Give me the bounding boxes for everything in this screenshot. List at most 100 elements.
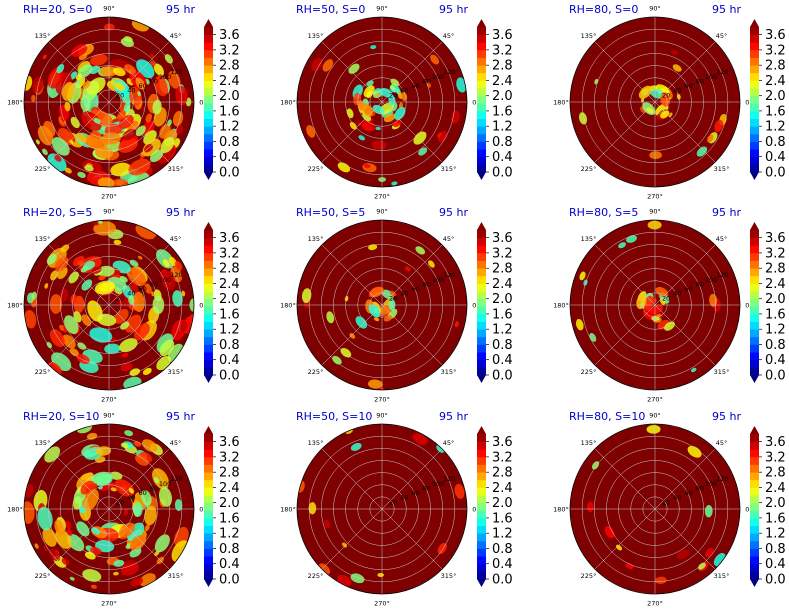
colorbar-segment	[204, 336, 213, 345]
colorbar-segment	[477, 517, 486, 526]
colorbar-segment	[204, 441, 213, 450]
colorbar-tick-label: 2.8	[219, 262, 240, 277]
colorbar-segment	[750, 103, 759, 112]
radial-tick-label: 20	[662, 498, 670, 506]
precip-cell	[390, 78, 400, 87]
precip-cell	[77, 171, 86, 178]
colorbar-extend-max	[477, 222, 486, 230]
colorbar-segment	[204, 245, 213, 254]
precip-cell	[153, 63, 164, 76]
precip-cell	[181, 290, 186, 297]
precip-cell	[626, 235, 637, 243]
angle-tick-label: 180°	[553, 99, 569, 107]
precip-cell	[174, 499, 183, 512]
colorbar-segment	[750, 291, 759, 300]
angle-tick-label: 45°	[170, 439, 182, 447]
colorbar-segment	[204, 540, 213, 549]
angular-gridline	[594, 101, 656, 163]
panel-time-label: 95 hr	[712, 206, 741, 219]
radial-tick-label: 80	[423, 77, 431, 85]
angular-gridline	[321, 448, 383, 510]
precip-cell	[137, 91, 141, 97]
angle-tick-label: 90°	[649, 412, 661, 420]
precip-cell	[55, 256, 69, 272]
polar-frame	[23, 219, 195, 391]
colorbar-segment	[477, 103, 486, 112]
radial-tick-label: 100	[159, 276, 171, 284]
angle-tick-label: 315°	[441, 368, 457, 376]
colorbar-segment	[204, 321, 213, 330]
precip-cell	[346, 108, 354, 119]
colorbar-tick-label: 2.8	[765, 59, 786, 74]
precip-cell	[141, 490, 152, 506]
radial-tick-label: 80	[150, 484, 158, 492]
angle-tick-label: 315°	[168, 368, 184, 376]
colorbar-segment	[204, 533, 213, 542]
precip-cell	[59, 288, 69, 302]
colorbar-segment	[477, 245, 486, 254]
angle-tick-label: 225°	[581, 572, 597, 580]
precip-cell	[114, 479, 135, 497]
colorbar-segment	[204, 110, 213, 119]
precip-cell	[589, 332, 597, 342]
colorbar-extend-max	[204, 19, 213, 27]
colorbar-tick-label: 0.0	[765, 369, 786, 384]
precip-cell	[120, 562, 140, 576]
precip-cell	[363, 163, 371, 169]
precip-cell	[428, 260, 435, 268]
colorbar-tick-label: 3.6	[492, 28, 513, 43]
colorbar-segment	[750, 110, 759, 119]
colorbar-extend-max	[204, 426, 213, 434]
precip-cell	[35, 139, 40, 145]
colorbar: 0.00.40.81.21.62.02.42.83.23.6	[204, 426, 240, 588]
colorbar-tick-label: 1.2	[492, 527, 513, 542]
colorbar-tick-label: 3.6	[219, 435, 240, 450]
radial-tick-label: 100	[159, 73, 171, 81]
panel-time-label: 95 hr	[439, 206, 468, 219]
colorbar-segment	[750, 336, 759, 345]
colorbar-segment	[750, 237, 759, 246]
precip-cell	[636, 294, 647, 310]
radial-tick-label: 40	[673, 87, 681, 95]
colorbar-tick-label: 0.0	[492, 573, 513, 588]
precip-cell	[81, 279, 93, 291]
precip-cell	[120, 362, 133, 372]
precip-cell	[98, 275, 106, 281]
panel-title: RH=50, S=0	[296, 3, 365, 16]
colorbar-segment	[477, 464, 486, 473]
angle-tick-label: 45°	[170, 235, 182, 243]
colorbar-segment	[477, 540, 486, 549]
colorbar-segment	[477, 556, 486, 565]
colorbar-segment	[204, 149, 213, 158]
colorbar: 0.00.40.81.21.62.02.42.83.23.6	[750, 426, 786, 588]
colorbar-tick-label: 2.0	[492, 292, 513, 307]
angular-gridline	[48, 41, 110, 103]
panel-time-label: 95 hr	[439, 3, 468, 16]
angle-tick-label: 270°	[647, 600, 663, 608]
colorbar-tick-label: 0.4	[765, 557, 786, 572]
precip-cell	[50, 270, 59, 281]
precip-cell	[687, 445, 702, 458]
colorbar-segment	[477, 329, 486, 338]
angular-gridline	[654, 244, 716, 306]
panel-time-label: 95 hr	[712, 410, 741, 423]
precip-cell	[76, 521, 90, 537]
colorbar-segment	[477, 49, 486, 58]
colorbar-segment	[204, 313, 213, 322]
angular-gridline	[321, 508, 383, 570]
colorbar-segment	[204, 49, 213, 58]
precip-cell	[349, 121, 357, 130]
radial-tick-label: 100	[432, 276, 444, 284]
panel-title: RH=20, S=5	[23, 206, 92, 219]
angular-gridline	[48, 448, 110, 510]
angle-tick-label: 90°	[103, 5, 115, 13]
colorbar-tick-label: 2.0	[492, 496, 513, 511]
colorbar-segment	[750, 268, 759, 277]
colorbar-segment	[477, 149, 486, 158]
angular-gridline	[321, 304, 383, 366]
colorbar-segment	[477, 449, 486, 458]
angle-tick-label: 225°	[308, 368, 324, 376]
colorbar-segment	[750, 487, 759, 496]
precip-cell	[350, 573, 365, 584]
